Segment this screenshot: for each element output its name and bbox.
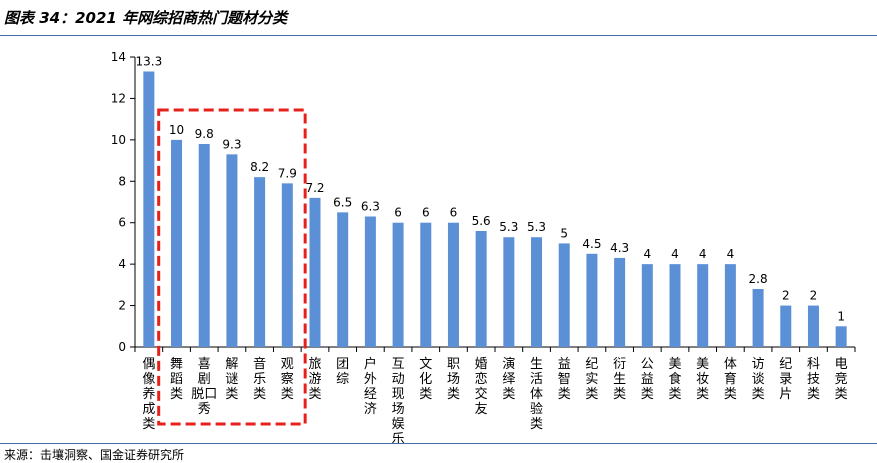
bar: [807, 305, 819, 347]
bar: [447, 222, 459, 347]
data-label: 6: [422, 206, 430, 220]
highlight-box: [157, 108, 307, 426]
bar: [254, 177, 266, 347]
bar: [641, 264, 653, 347]
bar: [337, 212, 349, 347]
category-label: 婚恋交友: [475, 357, 488, 417]
category-label: 演绎类: [502, 356, 515, 402]
bar: [586, 253, 598, 347]
bar: [420, 222, 432, 347]
bar: [752, 289, 764, 347]
category-label: 音乐类: [253, 356, 266, 402]
bar: [669, 264, 681, 347]
category-label: 美妆类: [696, 357, 709, 402]
data-label: 5: [560, 226, 568, 240]
data-label: 9.8: [195, 127, 214, 141]
bar: [171, 139, 183, 347]
data-label: 4: [643, 247, 651, 261]
bar: [475, 231, 487, 347]
category-label: 舞蹈类: [170, 357, 183, 402]
category-label: 偶像养成类: [142, 357, 155, 432]
source-rule: [0, 443, 877, 444]
bar: [364, 216, 376, 347]
bar: [558, 243, 570, 347]
data-label: 4: [699, 247, 707, 261]
bar: [697, 264, 709, 347]
bar: [198, 144, 210, 347]
y-tick-label: 6: [118, 216, 126, 230]
title-rule: [0, 35, 877, 36]
y-tick-label: 8: [118, 174, 126, 188]
category-label: 纪实类: [585, 357, 598, 402]
data-label: 4.3: [610, 241, 629, 255]
data-label: 5.6: [472, 214, 491, 228]
category-label: 体育类: [724, 357, 737, 402]
y-tick-label: 10: [111, 133, 126, 147]
data-label: 4: [671, 247, 679, 261]
category-label: 解谜类: [225, 357, 238, 402]
source-note: 来源：击壤洞察、国金证券研究所: [4, 448, 185, 462]
y-tick-label: 0: [118, 340, 126, 354]
y-tick-label: 4: [118, 257, 126, 271]
data-label: 6: [394, 206, 402, 220]
bar: [835, 326, 847, 347]
bar: [531, 237, 543, 347]
category-label: 观察类: [281, 357, 294, 402]
y-tick-label: 2: [118, 299, 126, 313]
category-label: 互动现场娱乐: [392, 357, 405, 447]
data-label: 9.3: [222, 137, 241, 151]
category-label: 访谈类: [752, 357, 765, 402]
data-label: 10: [169, 123, 184, 137]
category-label: 文化类: [419, 357, 432, 402]
category-label: 团综: [336, 357, 349, 387]
bar: [503, 237, 515, 347]
y-tick-label: 14: [111, 50, 126, 64]
data-label: 6: [450, 206, 458, 220]
data-label: 2: [810, 289, 818, 303]
figure-title: 图表 34：2021 年网综招商热门题材分类: [4, 9, 288, 27]
data-label: 7.9: [278, 166, 297, 180]
data-label: 1: [837, 309, 845, 323]
category-label: 职场类: [447, 357, 460, 402]
category-label: 电竞类: [835, 357, 848, 402]
bar: [281, 183, 293, 347]
bar: [392, 222, 404, 347]
data-label: 13.3: [135, 55, 162, 69]
category-label: 生活体验类: [530, 357, 543, 432]
data-label: 6.5: [333, 195, 352, 209]
data-label: 4: [727, 247, 735, 261]
category-label: 公益类: [641, 357, 654, 402]
bar: [780, 305, 792, 347]
bar: [143, 71, 155, 347]
data-label: 2.8: [749, 272, 768, 286]
category-label: 纪录片: [779, 357, 792, 402]
data-label: 7.2: [305, 181, 324, 195]
data-label: 8.2: [250, 160, 269, 174]
category-label: 科技类: [807, 357, 820, 402]
data-label: 6.3: [361, 200, 380, 214]
bar: [614, 257, 626, 347]
data-label: 4.5: [582, 237, 601, 251]
category-label: 喜剧脱口秀: [191, 357, 217, 417]
category-label: 户外经济: [364, 356, 377, 417]
highlight-box-group: [157, 108, 307, 426]
bar: [724, 264, 736, 347]
data-label: 5.3: [527, 220, 546, 234]
category-label: 益智类: [558, 357, 571, 402]
category-label: 美食类: [668, 357, 681, 402]
data-labels: 13.3 10 9.8 9.3 8.2 7.9 7.2 6.5 6.3 6 6 6 5.6 5.3 5.3 5…: [135, 55, 844, 324]
bars: [143, 71, 847, 347]
data-label: 2: [782, 289, 790, 303]
category-label: 衍生类: [613, 357, 626, 402]
data-label: 5.3: [499, 220, 518, 234]
bar: [226, 154, 238, 347]
y-tick-label: 12: [111, 91, 126, 105]
category-label: 旅游类: [308, 357, 321, 402]
bar: [309, 197, 321, 347]
